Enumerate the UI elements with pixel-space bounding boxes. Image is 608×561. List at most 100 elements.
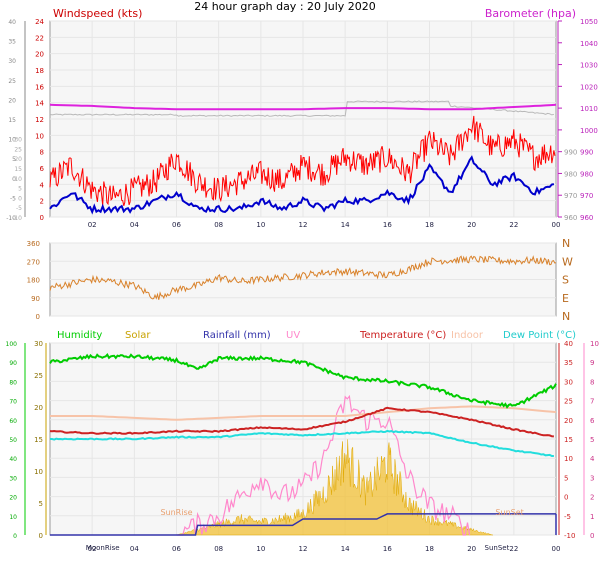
- env-x-tick-label: 02: [88, 545, 97, 553]
- baro-tick-label: 1040: [580, 40, 598, 48]
- env-x-tick-label: 22: [509, 545, 518, 553]
- wind-x-tick-label: 00: [552, 221, 561, 229]
- humidity-tick-label: 80: [9, 379, 17, 386]
- wind-outer-tick-label: -10: [6, 215, 16, 222]
- solar-tick-label: 5: [39, 500, 43, 508]
- wind-inner-tick-label: 20: [14, 156, 22, 163]
- wind-inner-tick-label: -10: [12, 215, 22, 222]
- baro-tick-label: 1050: [580, 18, 598, 26]
- wind-title: Windspeed (kts): [53, 7, 142, 20]
- wind-inner-tick-label: 5: [18, 186, 22, 193]
- wind-panel: 024681012141618202224-10-505101520253035…: [6, 18, 598, 229]
- wind-left-tick-label: 24: [35, 18, 44, 26]
- wind-left-tick-label: 14: [35, 100, 44, 108]
- baro-tick-label: 970: [580, 192, 593, 200]
- direction-compass-label: S: [562, 274, 569, 287]
- baro-inner-tick-label: 970: [564, 192, 577, 200]
- wind-inner-tick-label: 10: [14, 176, 22, 183]
- uv-tick-label: 5: [590, 436, 594, 444]
- env-x-tick-label: 12: [299, 545, 308, 553]
- page-title: 24 hour graph day : 20 July 2020: [194, 0, 376, 13]
- temp-tick-label: -10: [564, 532, 575, 540]
- sunset-bottom-label: SunSet: [485, 544, 510, 552]
- wind-x-tick-label: 06: [172, 221, 181, 229]
- humidity-tick-label: 10: [9, 514, 17, 521]
- uv-tick-label: 2: [590, 494, 594, 502]
- rainfall-series-line: [50, 513, 556, 536]
- uv-tick-label: 7: [590, 398, 594, 406]
- speed-series-line: [49, 155, 555, 215]
- temp-tick-label: 5: [564, 474, 568, 482]
- uv-tick-label: 6: [590, 417, 595, 425]
- wind-left-tick-label: 16: [35, 83, 44, 91]
- wind-outer-tick-label: 0: [12, 176, 16, 183]
- direction-tick-label: 360: [27, 240, 40, 248]
- baro-tick-label: 1000: [580, 127, 598, 135]
- wind-inner-tick-label: 15: [14, 166, 22, 173]
- legend-entry-5: Indoor: [451, 330, 484, 341]
- gust-series-line: [49, 115, 556, 206]
- uv-tick-label: 3: [590, 474, 594, 482]
- humidity-tick-label: 60: [9, 418, 17, 425]
- temp-tick-label: 20: [564, 417, 573, 425]
- direction-compass-label: W: [562, 255, 573, 268]
- wind-inner-tick-label: 30: [14, 137, 22, 144]
- temp-tick-label: 10: [564, 455, 573, 463]
- humidity-tick-label: 70: [9, 399, 17, 406]
- baro-tick-label: 980: [580, 170, 593, 178]
- direction-compass-label: N: [562, 237, 570, 250]
- temp-tick-label: 40: [564, 340, 573, 348]
- wind-x-tick-label: 14: [341, 221, 350, 229]
- wind-x-tick-label: 16: [383, 221, 392, 229]
- direction-tick-label: 270: [27, 258, 40, 266]
- wind-outer-tick-label: 30: [8, 58, 16, 65]
- temp-tick-label: 0: [564, 494, 568, 502]
- temperature-series-line: [49, 406, 554, 438]
- wind-x-tick-label: 18: [425, 221, 434, 229]
- baro-title: Barometer (hpa): [485, 7, 576, 20]
- wind-inner-tick-label: -5: [16, 205, 22, 212]
- uv-tick-label: 1: [590, 513, 594, 521]
- uv-tick-label: 8: [590, 378, 594, 386]
- env-x-tick-label: 16: [383, 545, 392, 553]
- env-x-tick-label: 00: [552, 545, 561, 553]
- humidity-series-line: [49, 353, 557, 409]
- humidity-tick-label: 30: [9, 475, 17, 482]
- solar-tick-label: 25: [34, 372, 43, 380]
- solar-tick-label: 30: [34, 340, 43, 348]
- wind-outer-tick-label: 15: [8, 117, 16, 124]
- solar-tick-label: 0: [39, 532, 43, 540]
- env-x-tick-label: 20: [467, 545, 476, 553]
- env-x-tick-label: 08: [214, 545, 223, 553]
- direction-tick-label: 90: [31, 295, 40, 303]
- wind-inner-tick-label: 0: [18, 195, 22, 202]
- uv-tick-label: 4: [590, 455, 595, 463]
- env-x-tick-label: 18: [425, 545, 434, 553]
- humidity-tick-label: 40: [9, 456, 17, 463]
- humidity-tick-label: 100: [6, 341, 18, 348]
- direction-series-line: [49, 255, 557, 300]
- wind-x-tick-label: 02: [88, 221, 97, 229]
- direction-compass-label: E: [562, 292, 569, 305]
- wind-outer-tick-label: 40: [8, 19, 16, 26]
- direction-tick-label: 0: [36, 313, 40, 321]
- baro-history-line: [49, 100, 555, 117]
- dewpoint-series-line: [50, 429, 554, 457]
- env-x-tick-label: 06: [172, 545, 181, 553]
- legend-entry-3: UV: [286, 330, 300, 341]
- uv-tick-label: 10: [590, 340, 599, 348]
- wind-outer-tick-label: 10: [8, 137, 16, 144]
- wind-left-tick-label: 12: [35, 116, 44, 124]
- temp-tick-label: 25: [564, 398, 573, 406]
- wind-x-tick-label: 10: [256, 221, 265, 229]
- uv-tick-label: 9: [590, 359, 594, 367]
- humidity-tick-label: 0: [13, 533, 17, 540]
- temp-tick-label: 35: [564, 359, 573, 367]
- wind-left-tick-label: 10: [35, 132, 44, 140]
- direction-tick-label: 180: [27, 277, 40, 285]
- temp-tick-label: -5: [564, 513, 571, 521]
- solar-tick-label: 15: [34, 436, 43, 444]
- wind-x-tick-label: 08: [214, 221, 223, 229]
- baro-inner-tick-label: 990: [564, 149, 577, 157]
